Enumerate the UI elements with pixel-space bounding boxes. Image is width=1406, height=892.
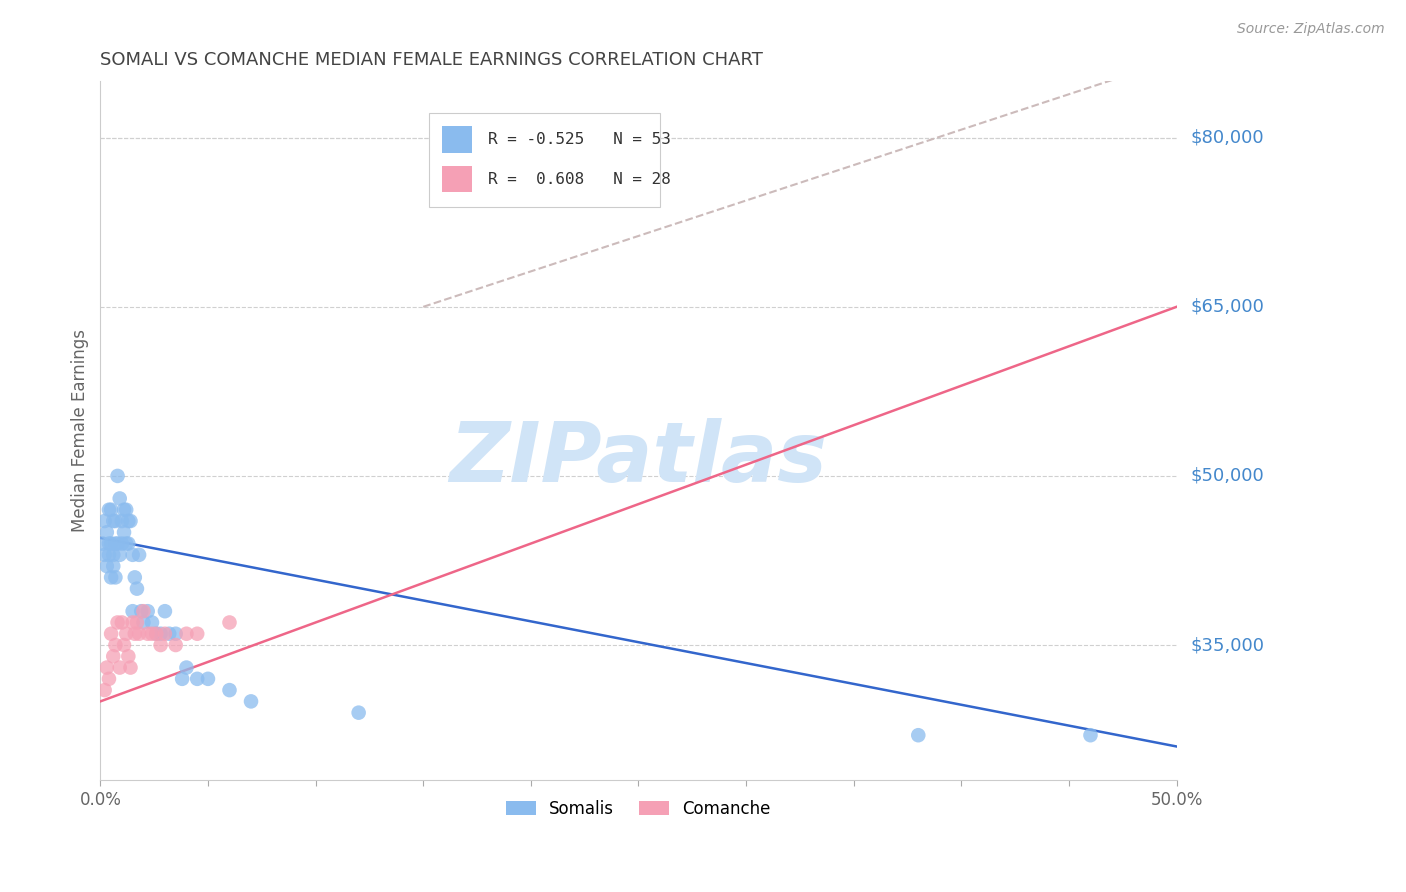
Point [153,604,176,618]
Point [1080,728,1102,742]
Point [91,536,114,550]
Text: Source: ZipAtlas.com: Source: ZipAtlas.com [1237,22,1385,37]
Point [97,672,120,686]
Point [124,626,146,640]
Point [125,615,148,630]
Point [128,548,150,562]
Point [103,649,125,664]
Legend: Somalis, Comanche: Somalis, Comanche [499,793,778,824]
Point [111,615,134,630]
Point [103,559,125,574]
Point [240,694,263,708]
Point [120,660,142,674]
Point [93,548,115,562]
Point [96,559,118,574]
FancyBboxPatch shape [441,166,471,193]
Point [115,502,138,516]
Point [165,638,187,652]
Point [121,615,143,630]
Point [117,649,139,664]
Point [136,604,159,618]
Point [103,548,125,562]
Point [347,706,370,720]
Point [108,660,131,674]
Point [112,502,135,516]
Point [96,525,118,540]
Point [129,604,152,618]
Point [121,548,143,562]
Text: R =  0.608   N = 28: R = 0.608 N = 28 [488,171,671,186]
Point [100,502,122,516]
Point [97,536,120,550]
Point [176,660,198,674]
Point [93,683,115,698]
FancyBboxPatch shape [429,112,659,207]
Y-axis label: Median Female Earnings: Median Female Earnings [72,329,89,533]
Point [145,626,167,640]
Text: $35,000: $35,000 [1191,636,1264,654]
Point [153,626,176,640]
Point [100,536,122,550]
FancyBboxPatch shape [441,126,471,153]
Point [96,660,118,674]
Text: $80,000: $80,000 [1191,128,1264,146]
Point [121,604,143,618]
Point [97,548,120,562]
Point [907,728,929,742]
Point [103,514,125,528]
Point [104,536,127,550]
Point [218,615,240,630]
Point [97,502,120,516]
Point [141,615,163,630]
Point [100,626,122,640]
Point [172,672,194,686]
Point [112,638,135,652]
Point [117,536,139,550]
Point [218,683,240,698]
Point [136,626,159,640]
Point [120,514,142,528]
Text: R = -0.525   N = 53: R = -0.525 N = 53 [488,132,671,147]
Point [115,536,138,550]
Point [108,548,131,562]
Text: SOMALI VS COMANCHE MEDIAN FEMALE EARNINGS CORRELATION CHART: SOMALI VS COMANCHE MEDIAN FEMALE EARNING… [100,51,763,69]
Point [104,514,127,528]
Point [93,514,115,528]
Point [117,514,139,528]
Point [107,536,129,550]
Point [186,672,208,686]
Point [104,638,127,652]
Point [115,626,138,640]
Point [165,626,187,640]
Point [124,570,146,584]
Point [141,626,163,640]
Point [157,626,180,640]
Point [111,536,134,550]
Point [149,626,172,640]
Point [128,626,150,640]
Point [104,570,127,584]
Point [111,514,134,528]
Point [132,604,155,618]
Point [132,615,155,630]
Point [149,638,172,652]
Point [197,672,219,686]
Point [186,626,208,640]
Text: $65,000: $65,000 [1191,298,1264,316]
Point [125,582,148,596]
Point [108,491,131,506]
Point [112,525,135,540]
Point [107,615,129,630]
Text: $50,000: $50,000 [1191,467,1264,485]
Point [145,626,167,640]
Text: ZIPatlas: ZIPatlas [450,418,827,500]
Point [107,469,129,483]
Point [100,570,122,584]
Point [176,626,198,640]
